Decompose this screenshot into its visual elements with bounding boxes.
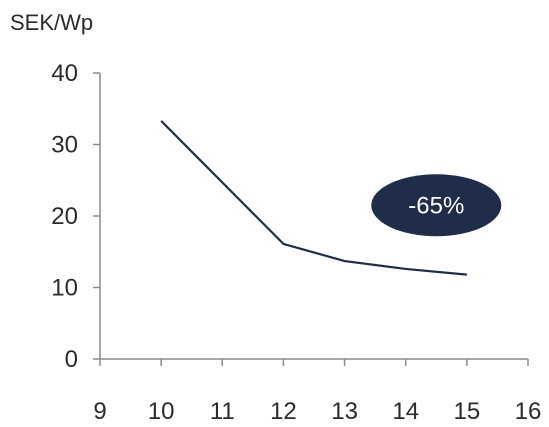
x-tick-label: 13 xyxy=(331,398,358,425)
x-tick-label: 12 xyxy=(270,398,297,425)
y-tick-label: 30 xyxy=(51,132,78,159)
annotation-label: -65% xyxy=(408,192,464,219)
x-tick-label: 16 xyxy=(515,398,542,425)
annotations: -65% xyxy=(371,174,502,237)
series-line xyxy=(160,120,467,276)
y-tick-label: 0 xyxy=(65,346,78,373)
y-tick-label: 20 xyxy=(51,203,78,230)
x-axis-ticks: 9 10 11 12 13 14 15 16 xyxy=(93,359,541,425)
x-tick-label: 10 xyxy=(148,398,175,425)
annotation-badge xyxy=(371,174,502,237)
y-tick-label: 10 xyxy=(51,275,78,302)
data-series xyxy=(160,120,467,276)
y-axis-unit-label: SEK/Wp xyxy=(10,10,93,35)
x-tick-label: 9 xyxy=(93,398,106,425)
x-tick-label: 14 xyxy=(392,398,419,425)
x-tick-label: 15 xyxy=(454,398,481,425)
y-axis-ticks: 0 10 20 30 40 xyxy=(51,60,100,373)
x-tick-label: 11 xyxy=(210,398,235,425)
y-tick-label: 40 xyxy=(51,60,78,87)
